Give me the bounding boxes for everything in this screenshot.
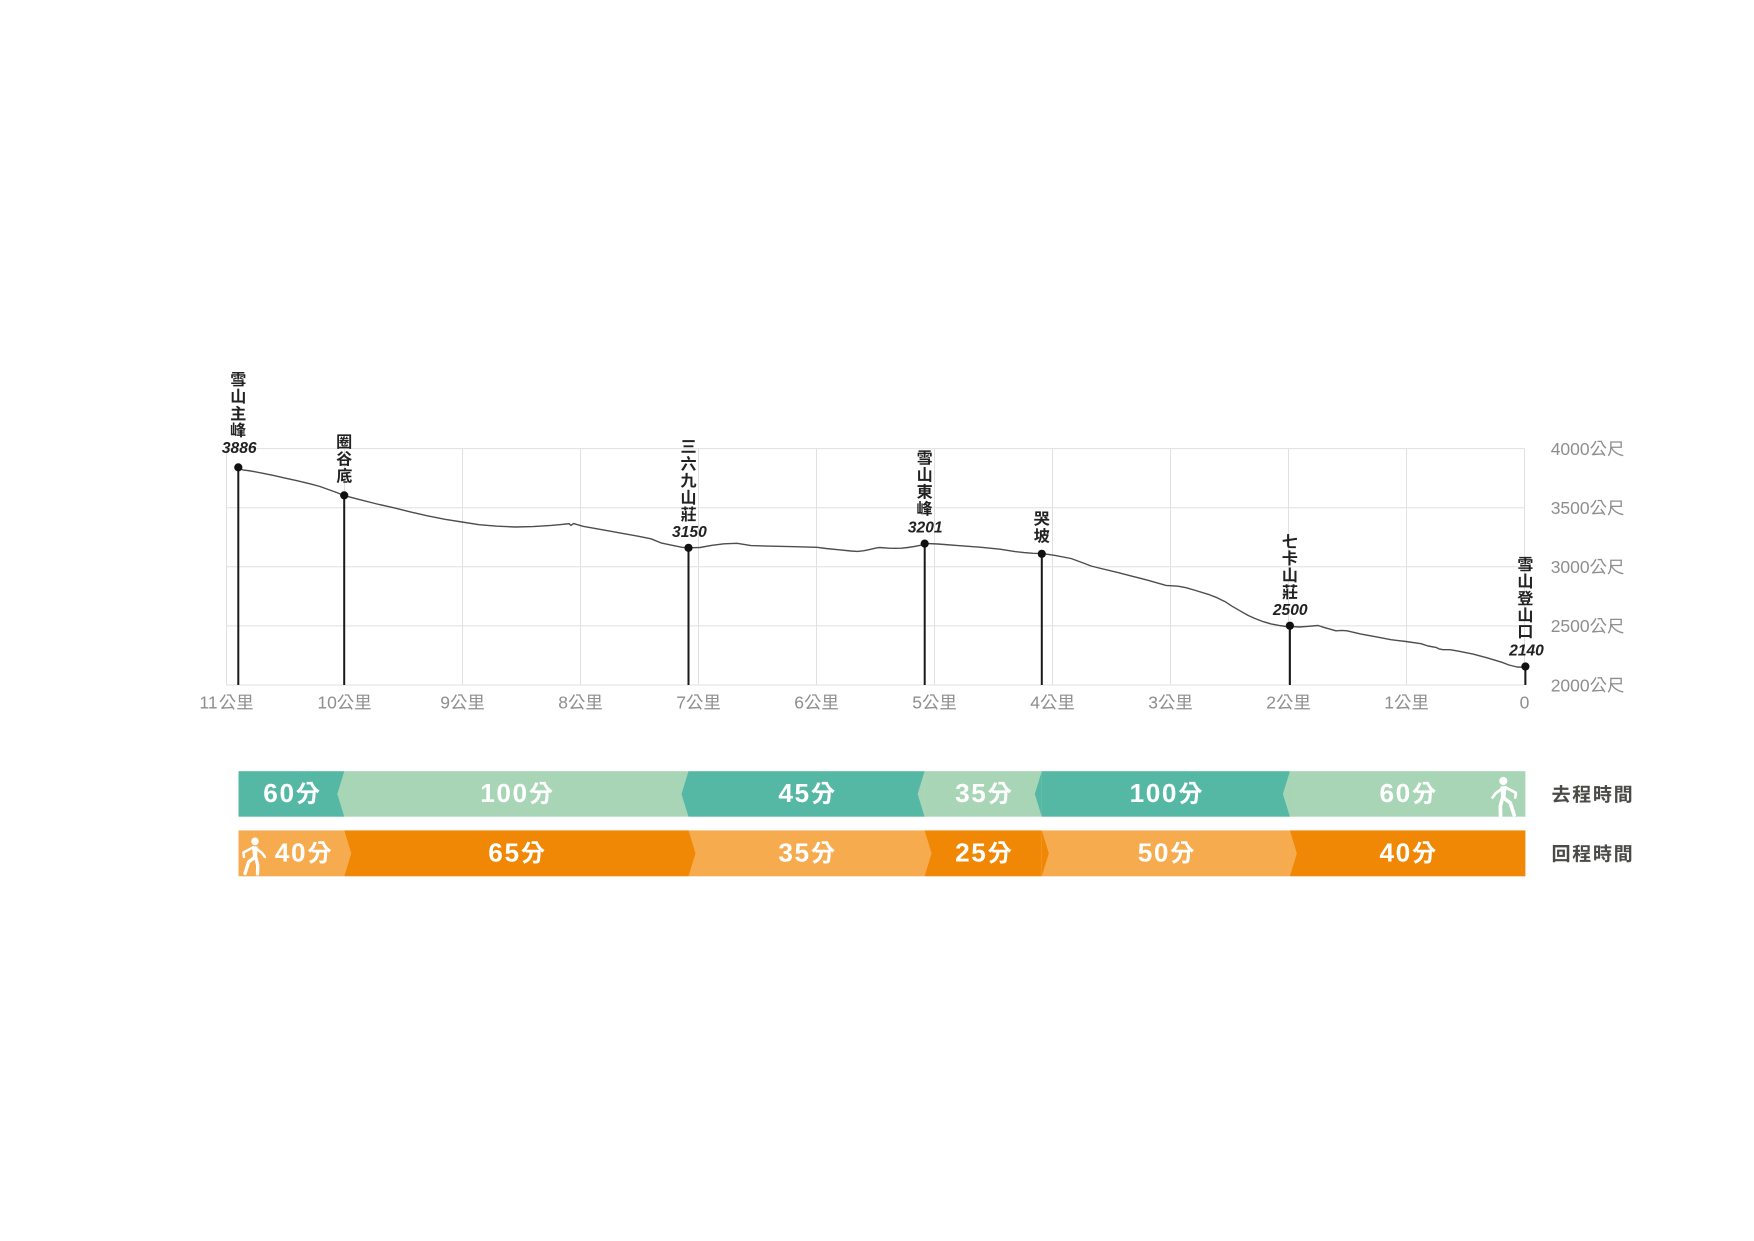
svg-text:6: 6	[794, 693, 804, 713]
svg-text:35: 35	[778, 838, 810, 868]
svg-text:2000: 2000	[1551, 675, 1590, 695]
svg-text:3886: 3886	[222, 440, 257, 457]
svg-text:40: 40	[275, 838, 307, 868]
svg-text:45: 45	[778, 778, 810, 808]
svg-text:2500: 2500	[1551, 616, 1590, 636]
svg-text:65: 65	[488, 838, 520, 868]
svg-text:0: 0	[1520, 693, 1530, 713]
svg-text:7: 7	[676, 693, 686, 713]
svg-text:11: 11	[199, 693, 217, 713]
svg-text:2500: 2500	[1272, 602, 1308, 619]
svg-text:5: 5	[912, 693, 922, 713]
svg-text:8: 8	[558, 693, 568, 713]
svg-text:4: 4	[1030, 693, 1040, 713]
svg-text:3000: 3000	[1551, 557, 1590, 577]
svg-text:2: 2	[1266, 693, 1276, 713]
svg-text:2140: 2140	[1508, 642, 1544, 659]
svg-text:3: 3	[1148, 693, 1158, 713]
svg-text:100: 100	[1130, 778, 1179, 808]
svg-text:50: 50	[1138, 838, 1170, 868]
svg-text:3201: 3201	[908, 519, 943, 536]
svg-text:9: 9	[440, 693, 450, 713]
svg-text:100: 100	[480, 778, 529, 808]
svg-text:25: 25	[955, 838, 987, 868]
svg-text:4000: 4000	[1551, 439, 1590, 459]
svg-text:3500: 3500	[1551, 498, 1590, 518]
svg-text:40: 40	[1380, 838, 1412, 868]
svg-text:10: 10	[317, 693, 337, 713]
svg-text:1: 1	[1384, 693, 1394, 713]
svg-text:60: 60	[1380, 778, 1412, 808]
svg-text:60: 60	[263, 778, 295, 808]
svg-text:35: 35	[955, 778, 987, 808]
svg-text:3150: 3150	[672, 524, 707, 541]
